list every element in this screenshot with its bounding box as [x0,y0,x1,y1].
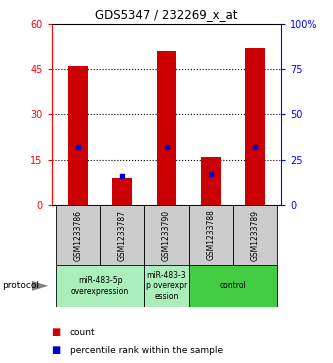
Text: protocol: protocol [2,281,39,290]
Text: GSM1233790: GSM1233790 [162,209,171,261]
Text: GSM1233787: GSM1233787 [118,209,127,261]
Bar [100,205,145,265]
Bar [201,157,221,205]
Text: ■: ■ [52,327,61,337]
Bar [68,66,88,205]
Bar [112,178,132,205]
Polygon shape [32,281,48,291]
Bar [188,265,277,307]
Text: ■: ■ [52,345,61,355]
Bar [188,205,233,265]
Bar [157,51,176,205]
Bar [245,48,265,205]
Title: GDS5347 / 232269_x_at: GDS5347 / 232269_x_at [95,8,238,21]
Bar [56,205,100,265]
Bar [145,265,188,307]
Bar [145,205,188,265]
Text: GSM1233788: GSM1233788 [206,209,215,261]
Text: count: count [70,328,96,337]
Text: control: control [219,281,246,290]
Text: miR-483-3
p overexpr
ession: miR-483-3 p overexpr ession [146,271,187,301]
Text: GSM1233786: GSM1233786 [74,209,83,261]
Text: GSM1233789: GSM1233789 [250,209,259,261]
Text: miR-483-5p
overexpression: miR-483-5p overexpression [71,276,129,295]
Bar [56,265,145,307]
Bar [233,205,277,265]
Text: percentile rank within the sample: percentile rank within the sample [70,346,223,355]
